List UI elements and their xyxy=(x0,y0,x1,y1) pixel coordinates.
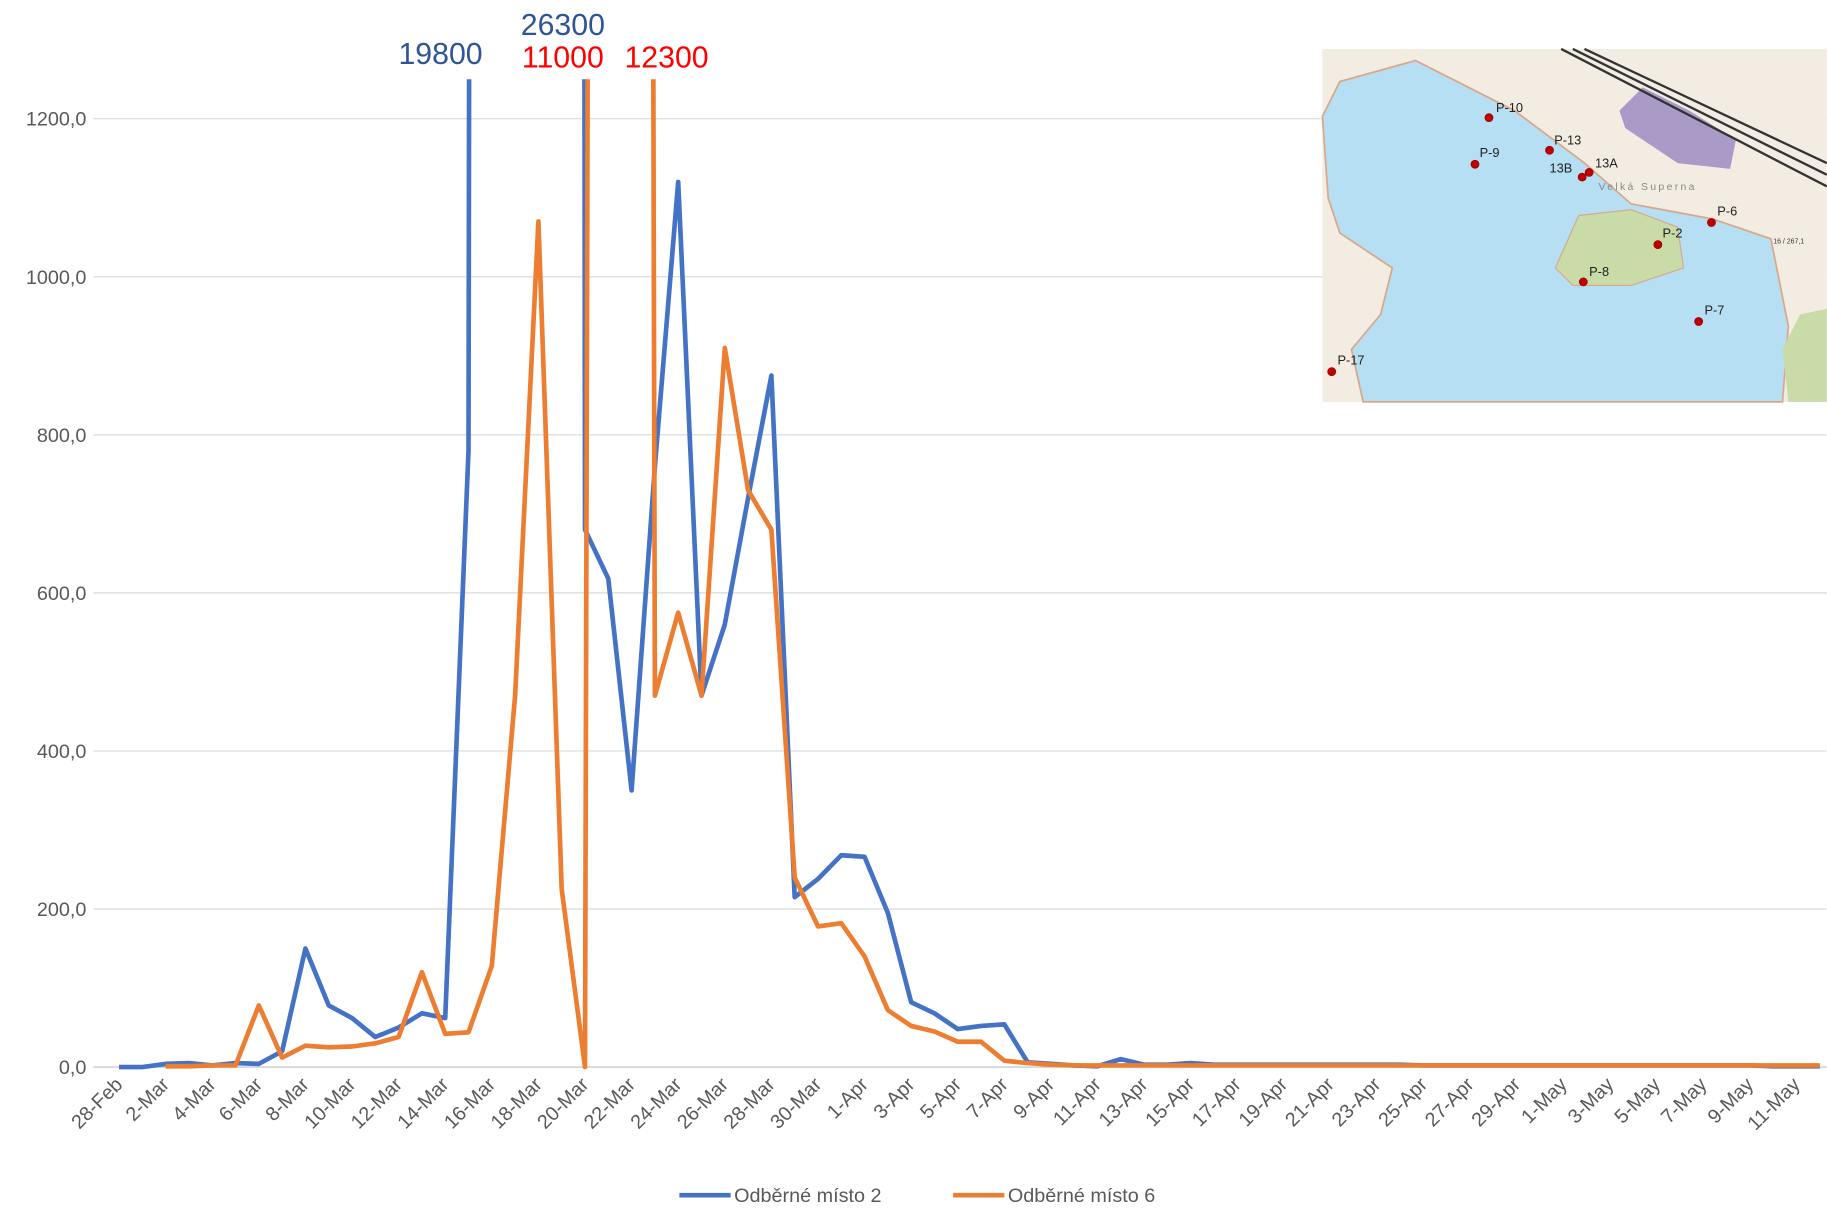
map-label: P-8 xyxy=(1589,264,1609,279)
overflow-label: 12300 xyxy=(624,42,708,75)
y-tick-label: 0,0 xyxy=(59,1057,87,1079)
x-tick-label: 16-Mar xyxy=(440,1073,500,1133)
x-tick-label: 5-May xyxy=(1610,1074,1665,1129)
map-label: P-13 xyxy=(1554,132,1581,147)
x-tick-label: 20-Mar xyxy=(533,1073,593,1133)
y-tick-label: 800,0 xyxy=(37,425,87,447)
x-tick-label: 14-Mar xyxy=(394,1073,454,1133)
x-tick-label: 18-Mar xyxy=(487,1073,547,1133)
x-tick-label: 17-Apr xyxy=(1188,1073,1246,1131)
map-label: P-7 xyxy=(1704,303,1724,318)
x-tick-label: 10-Mar xyxy=(300,1073,360,1133)
inset-map: P-10 P-13 P-9 13B 13A Velká Superna P-6 … xyxy=(1322,49,1826,402)
x-tick-label: 6-Mar xyxy=(215,1073,267,1125)
x-tick-label: 3-Apr xyxy=(870,1073,920,1123)
overflow-label: 11000 xyxy=(522,42,604,75)
overflow-label: 26300 xyxy=(521,9,605,42)
x-tick-label: 7-Apr xyxy=(963,1073,1013,1123)
x-tick-label: 30-Mar xyxy=(766,1073,826,1133)
x-tick-label: 1-May xyxy=(1517,1074,1572,1129)
x-tick-label: 12-Mar xyxy=(347,1073,407,1133)
map-label: P-10 xyxy=(1496,100,1523,115)
x-tick-label: 7-May xyxy=(1657,1074,1712,1129)
x-tick-label: 24-Mar xyxy=(626,1073,686,1133)
x-tick-label: 25-Apr xyxy=(1374,1073,1432,1131)
map-label: 13A xyxy=(1595,156,1618,171)
x-tick-label: 15-Apr xyxy=(1141,1073,1199,1131)
map-label: P-6 xyxy=(1717,204,1737,219)
y-tick-label: 200,0 xyxy=(37,899,87,921)
x-tick-label: 19-Apr xyxy=(1235,1073,1293,1131)
x-tick-label: 23-Apr xyxy=(1328,1073,1386,1131)
map-label: P-17 xyxy=(1338,353,1365,368)
x-tick-label: 5-Apr xyxy=(916,1073,966,1123)
x-tick-label: 11-May xyxy=(1743,1074,1804,1135)
y-tick-label: 1200,0 xyxy=(26,109,87,131)
legend-label: Odběrné místo 6 xyxy=(1008,1185,1155,1207)
y-tick-label: 1000,0 xyxy=(26,267,87,289)
page: 0,0 200,0 400,0 600,0 800,0 1000,0 1200,0 28-Fe… xyxy=(0,0,1827,1208)
x-tick-label: 1-Apr xyxy=(823,1073,873,1123)
y-tick-label: 400,0 xyxy=(37,741,87,763)
x-tick-label: 26-Mar xyxy=(673,1073,733,1133)
chart: 0,0 200,0 400,0 600,0 800,0 1000,0 1200,0 28-Fe… xyxy=(0,0,1827,1208)
x-tick-label: 13-Apr xyxy=(1095,1073,1153,1131)
x-tick-label: 11-Apr xyxy=(1049,1073,1106,1130)
map-label: P-2 xyxy=(1663,226,1683,241)
legend-label: Odběrné místo 2 xyxy=(734,1185,881,1207)
map-label: Velká Superna xyxy=(1598,182,1696,193)
map-label: 13B xyxy=(1550,160,1573,175)
x-tick-label: 22-Mar xyxy=(580,1073,640,1133)
y-tick-label: 600,0 xyxy=(37,583,87,605)
x-tick-label: 4-Mar xyxy=(168,1073,220,1125)
map-label: 16 / 267,1 xyxy=(1773,238,1804,245)
x-tick-label: 27-Apr xyxy=(1421,1073,1479,1131)
overflow-label: 19800 xyxy=(398,38,482,71)
x-tick-label: 28-Mar xyxy=(720,1073,780,1133)
x-tick-label: 3-May xyxy=(1564,1074,1619,1129)
x-tick-label: 28-Feb xyxy=(67,1074,127,1134)
map-label: P-9 xyxy=(1480,145,1500,160)
x-tick-label: 21-Apr xyxy=(1281,1073,1339,1131)
x-tick-label: 29-Apr xyxy=(1468,1073,1526,1131)
x-tick-label: 2-Mar xyxy=(122,1073,174,1125)
